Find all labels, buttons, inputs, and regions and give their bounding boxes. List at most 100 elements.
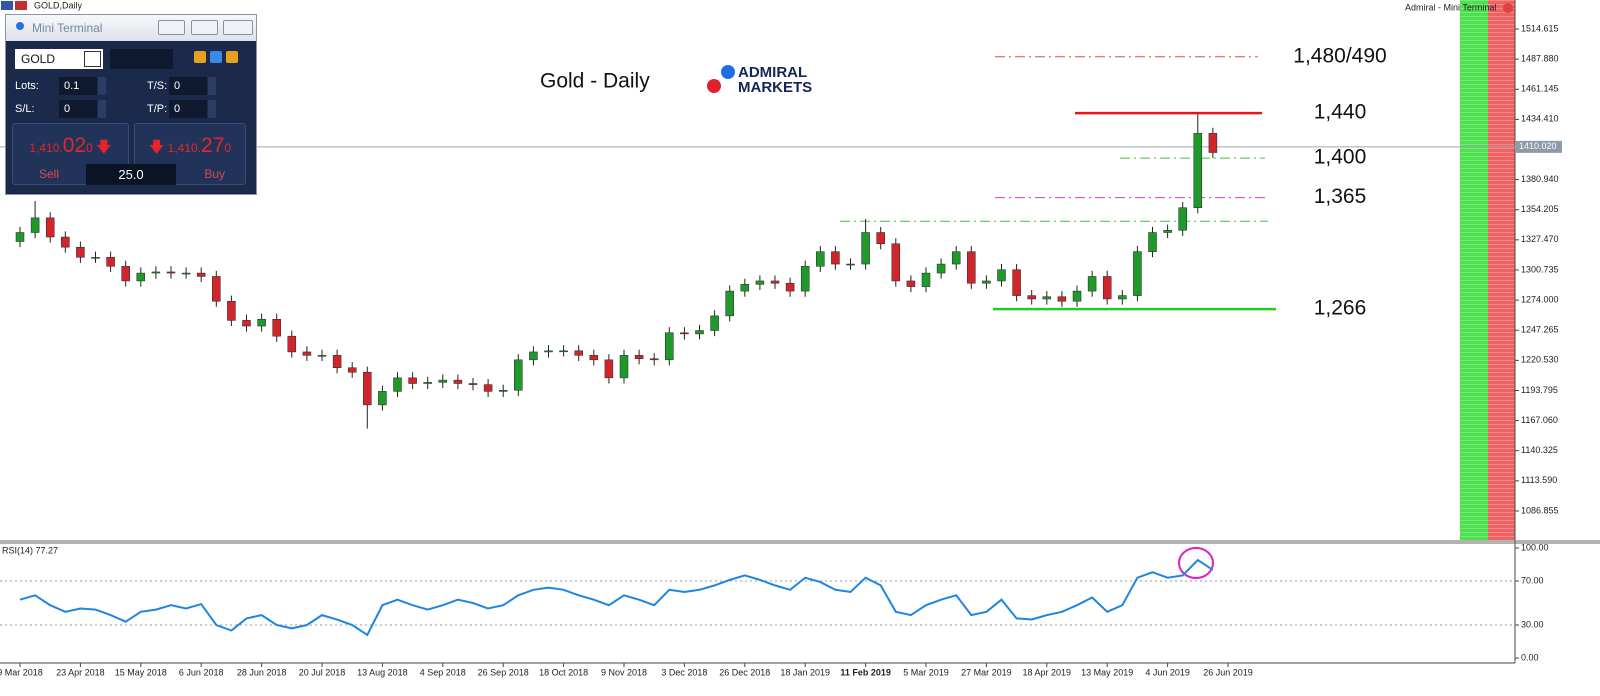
candle-body bbox=[1102, 276, 1112, 300]
candle-body bbox=[997, 269, 1006, 282]
candle-body bbox=[287, 335, 297, 353]
indicator-name: Admiral - Mini Terminal bbox=[1405, 2, 1496, 12]
down-arrow: 🡇 bbox=[148, 139, 165, 156]
tool-icon[interactable] bbox=[194, 51, 206, 63]
sl-input[interactable]: 0 bbox=[59, 100, 97, 118]
candle-body bbox=[151, 271, 161, 274]
candle-body bbox=[1193, 133, 1203, 208]
y-tick-label: 0.00 bbox=[1521, 652, 1539, 662]
candle-body bbox=[121, 266, 130, 282]
y-tick-label: 1086.855 bbox=[1521, 505, 1559, 515]
candle-body bbox=[61, 236, 70, 248]
candle-body bbox=[227, 300, 236, 321]
y-tick-label: 1354.205 bbox=[1521, 204, 1559, 214]
rsi-title: RSI(14) 77.27 bbox=[2, 545, 58, 555]
candle-body bbox=[725, 290, 734, 317]
candle-body bbox=[1148, 232, 1157, 252]
price-big: 27 bbox=[201, 134, 225, 157]
close-button[interactable] bbox=[223, 20, 253, 35]
lots-input[interactable]: 0.1 bbox=[59, 77, 97, 95]
candle-body bbox=[332, 355, 342, 368]
candle-body bbox=[1012, 269, 1021, 296]
spinner[interactable] bbox=[208, 100, 216, 118]
spinner[interactable] bbox=[208, 77, 216, 95]
sell-button[interactable]: 1,410.020 🡇 Sell bbox=[12, 123, 129, 185]
candle-body bbox=[514, 359, 523, 391]
x-tick-label: 23 Apr 2018 bbox=[56, 667, 105, 677]
candle-body bbox=[529, 351, 538, 361]
flag-icon bbox=[15, 1, 27, 10]
sell-price: 1,410.020 🡇 bbox=[13, 134, 128, 162]
level-label: 1,266 bbox=[1314, 297, 1367, 320]
y-tick-label: 1380.940 bbox=[1521, 174, 1559, 184]
symbol-tab: GOLD,Daily bbox=[34, 0, 83, 10]
x-tick-label: 18 Apr 2019 bbox=[1023, 667, 1072, 677]
y-tick-label: 1300.735 bbox=[1521, 264, 1559, 274]
buy-price: 🡇 1,410.270 bbox=[135, 134, 245, 162]
candle-body bbox=[665, 332, 674, 361]
y-tick-label: 1274.000 bbox=[1521, 294, 1559, 304]
tool-icon[interactable] bbox=[226, 51, 238, 63]
x-tick-label: 13 May 2019 bbox=[1081, 667, 1133, 677]
logo-text: MARKETS bbox=[738, 79, 812, 96]
candle-body bbox=[196, 272, 206, 277]
y-tick-label: 1220.530 bbox=[1521, 355, 1559, 365]
candle-body bbox=[861, 232, 870, 265]
dropdown-button[interactable] bbox=[84, 51, 101, 67]
strip-texture bbox=[1460, 0, 1515, 540]
minimize-button[interactable] bbox=[158, 20, 185, 35]
candle-body bbox=[212, 276, 221, 302]
candle-body bbox=[770, 280, 780, 284]
price-head: 1,410. bbox=[167, 141, 202, 155]
indicator-icon bbox=[1503, 3, 1513, 13]
rsi-line bbox=[19, 558, 1214, 637]
y-tick-label: 1167.060 bbox=[1521, 415, 1558, 425]
candle-body bbox=[393, 377, 402, 392]
level-label: 1,365 bbox=[1314, 185, 1367, 208]
x-tick-label: 9 Nov 2018 bbox=[601, 667, 647, 677]
highlight-circle bbox=[1178, 547, 1214, 579]
level-label: 1,400 bbox=[1314, 146, 1367, 169]
settings-icon[interactable] bbox=[210, 51, 222, 63]
candle-body bbox=[1118, 295, 1127, 300]
price-tail: 0 bbox=[224, 141, 232, 155]
price-big: 02 bbox=[62, 134, 87, 157]
maximize-button[interactable] bbox=[191, 20, 218, 35]
candle-body bbox=[76, 246, 85, 258]
y-tick-label: 1487.880 bbox=[1521, 53, 1559, 63]
candle-body bbox=[257, 319, 266, 327]
candle-body bbox=[755, 280, 765, 285]
y-tick-label: 70.00 bbox=[1521, 575, 1544, 585]
candle-body bbox=[363, 371, 372, 406]
x-tick-label: 15 May 2018 bbox=[115, 667, 167, 677]
volume-input[interactable]: 25.0 bbox=[86, 164, 176, 185]
candle-body bbox=[906, 280, 916, 287]
tp-input[interactable]: 0 bbox=[169, 100, 207, 118]
candle-body bbox=[634, 355, 644, 359]
candle-body bbox=[1163, 230, 1172, 233]
candle-body bbox=[347, 367, 357, 373]
symbol-select[interactable]: GOLD bbox=[15, 49, 103, 69]
y-tick-label: 1247.265 bbox=[1521, 325, 1559, 335]
chart-title: Gold - Daily bbox=[540, 70, 650, 93]
buy-button[interactable]: 🡇 1,410.270 Buy bbox=[134, 123, 246, 185]
ts-input[interactable]: 0 bbox=[169, 77, 207, 95]
candle-body bbox=[91, 257, 100, 259]
price-head: 1,410. bbox=[29, 141, 63, 155]
candle-body bbox=[649, 358, 659, 361]
candle-body bbox=[846, 263, 855, 266]
field-label: Lots: bbox=[15, 80, 39, 92]
candle-body bbox=[876, 232, 885, 245]
current-price-tag bbox=[1516, 140, 1562, 153]
field-label: T/S: bbox=[147, 80, 168, 92]
spinner[interactable] bbox=[98, 100, 106, 118]
candle-body bbox=[559, 350, 568, 353]
sell-label: Sell bbox=[39, 167, 60, 181]
candle-body bbox=[302, 351, 312, 356]
candle-body bbox=[967, 251, 976, 284]
candle-body bbox=[166, 271, 176, 274]
x-tick-label: 28 Jun 2018 bbox=[237, 667, 287, 677]
app-icon bbox=[16, 22, 24, 30]
spinner[interactable] bbox=[98, 77, 106, 95]
candle-body bbox=[831, 251, 840, 265]
